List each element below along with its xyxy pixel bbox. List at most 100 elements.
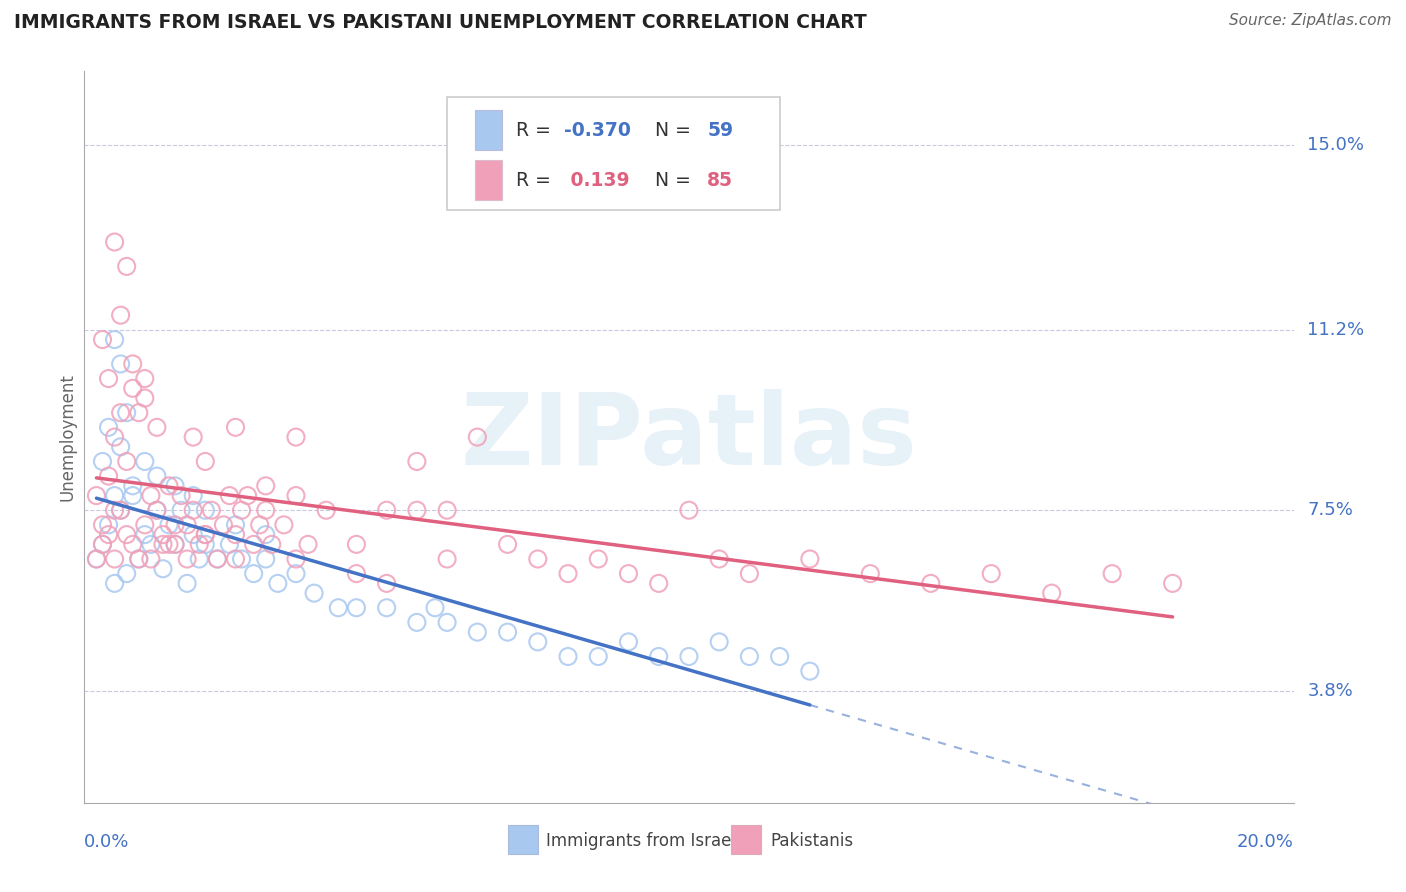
Point [249, 517, 271, 532]
Point [97, 420, 120, 434]
Point [181, 430, 204, 444]
Point [297, 537, 319, 551]
Text: 85: 85 [707, 170, 733, 190]
Point [406, 615, 429, 630]
Point [91, 517, 114, 532]
Text: 7.5%: 7.5% [1308, 501, 1354, 519]
Point [146, 503, 169, 517]
Point [115, 406, 138, 420]
Point [104, 333, 127, 347]
Point [194, 503, 217, 517]
Point [176, 552, 198, 566]
Text: N =: N = [655, 170, 697, 190]
Bar [475, 111, 502, 151]
Point [121, 489, 143, 503]
Point [110, 308, 132, 322]
Point [194, 527, 217, 541]
Point [1040, 586, 1063, 600]
Text: 0.0%: 0.0% [84, 833, 129, 851]
Point [285, 430, 308, 444]
Point [375, 503, 398, 517]
Point [152, 562, 174, 576]
Point [346, 537, 368, 551]
Point [165, 517, 187, 532]
Point [557, 566, 579, 581]
Point [236, 489, 259, 503]
Point [260, 537, 283, 551]
Point [254, 479, 277, 493]
Point [709, 552, 731, 566]
Point [104, 552, 127, 566]
Point [121, 381, 143, 395]
Text: N =: N = [655, 120, 697, 140]
Point [165, 479, 187, 493]
Point [678, 649, 700, 664]
Point [91, 537, 114, 551]
Point [648, 649, 671, 664]
Point [225, 527, 247, 541]
Text: -0.370: -0.370 [564, 120, 631, 140]
Y-axis label: Unemployment: Unemployment [58, 373, 76, 501]
Point [194, 537, 217, 551]
Text: 20.0%: 20.0% [1237, 833, 1294, 851]
Point [207, 552, 229, 566]
Point [1101, 566, 1123, 581]
Point [273, 517, 295, 532]
Point [165, 537, 187, 551]
Point [527, 552, 550, 566]
Point [225, 420, 247, 434]
Point [91, 333, 114, 347]
Point [285, 566, 308, 581]
Point [678, 503, 700, 517]
Point [115, 260, 138, 274]
Point [328, 600, 350, 615]
Text: Pakistanis: Pakistanis [770, 832, 853, 850]
Point [128, 552, 150, 566]
Text: 11.2%: 11.2% [1308, 321, 1365, 339]
Point [128, 406, 150, 420]
Point [617, 635, 640, 649]
Point [436, 615, 458, 630]
Point [91, 454, 114, 468]
Point [86, 489, 108, 503]
Point [285, 552, 308, 566]
Point [648, 576, 671, 591]
Point [146, 420, 169, 434]
Point [231, 503, 253, 517]
Point [115, 527, 138, 541]
Point [436, 552, 458, 566]
Text: 59: 59 [707, 120, 733, 140]
Point [588, 552, 610, 566]
Point [212, 517, 235, 532]
Point [115, 566, 138, 581]
Bar [475, 160, 502, 201]
Text: 15.0%: 15.0% [1308, 136, 1364, 153]
Point [496, 537, 519, 551]
Point [170, 489, 193, 503]
Point [121, 357, 143, 371]
Point [152, 537, 174, 551]
Point [254, 503, 277, 517]
Point [121, 479, 143, 493]
Point [467, 625, 489, 640]
Point [110, 406, 132, 420]
Point [375, 600, 398, 615]
Point [176, 576, 198, 591]
Point [157, 479, 180, 493]
Point [557, 649, 579, 664]
Point [920, 576, 942, 591]
Point [200, 503, 222, 517]
Point [769, 649, 792, 664]
FancyBboxPatch shape [447, 97, 780, 211]
Point [91, 537, 114, 551]
Point [375, 576, 398, 591]
Point [134, 517, 156, 532]
Point [406, 454, 429, 468]
Point [346, 600, 368, 615]
Point [225, 517, 247, 532]
Point [225, 552, 247, 566]
Point [170, 503, 193, 517]
Point [231, 552, 253, 566]
Point [799, 664, 821, 678]
Point [218, 537, 240, 551]
